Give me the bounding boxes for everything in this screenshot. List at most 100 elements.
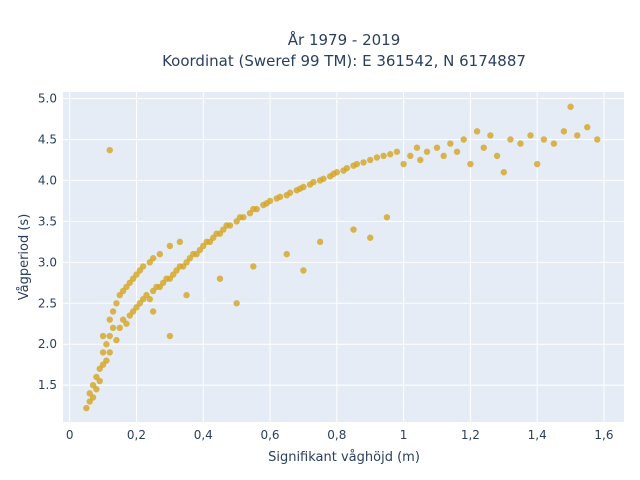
data-point	[360, 159, 367, 166]
data-point	[106, 316, 113, 323]
x-tick-label: 1,4	[528, 428, 547, 442]
data-point	[353, 160, 361, 168]
y-tick-label: 4.0	[38, 173, 57, 187]
x-tick-label: 0,8	[327, 428, 346, 442]
y-tick-label: 3.5	[38, 214, 57, 228]
data-point	[460, 136, 467, 143]
data-point	[423, 148, 431, 155]
data-point	[123, 320, 130, 327]
data-point	[106, 146, 113, 154]
data-point	[447, 140, 454, 147]
data-point	[93, 386, 100, 393]
data-point	[113, 300, 120, 307]
data-point	[373, 154, 381, 161]
data-point	[350, 226, 357, 233]
x-axis-title: Signifikant våghöjd (m)	[268, 450, 420, 465]
x-tick-label: 0,6	[260, 428, 279, 442]
data-point	[550, 140, 558, 147]
data-point	[103, 357, 110, 364]
data-point	[584, 124, 591, 131]
data-point	[333, 169, 341, 176]
data-point	[300, 183, 307, 191]
data-point	[417, 156, 424, 164]
data-point	[233, 300, 240, 307]
plot-area	[63, 92, 624, 422]
data-point	[109, 324, 117, 332]
chart-title-line-2: Koordinat (Sweref 99 TM): E 361542, N 61…	[162, 52, 526, 70]
chart-title-line-1: År 1979 - 2019	[288, 30, 401, 49]
data-point	[367, 156, 374, 164]
data-point	[183, 291, 190, 299]
data-point	[146, 295, 154, 303]
y-tick-label: 1.5	[38, 378, 57, 392]
data-point	[380, 152, 387, 160]
data-point	[300, 267, 307, 274]
data-point	[517, 140, 524, 147]
data-point	[156, 250, 164, 258]
x-tick-label: 0	[66, 428, 74, 442]
data-point	[176, 238, 184, 246]
data-point	[343, 164, 351, 172]
x-tick-labels: 0 0,2 0,4 0,6 0,8 1 1,2 1,4 1,6	[66, 428, 614, 442]
x-tick-label: 1,2	[461, 428, 480, 442]
data-point	[407, 152, 414, 160]
y-tick-label: 2.5	[38, 296, 57, 310]
data-point	[286, 189, 294, 196]
data-point	[320, 175, 327, 182]
data-point	[440, 152, 447, 160]
data-point	[433, 144, 441, 151]
data-point	[567, 103, 574, 110]
data-point	[310, 178, 317, 186]
data-point	[166, 242, 174, 250]
data-point	[383, 214, 391, 221]
data-point	[106, 349, 113, 356]
data-point	[487, 132, 494, 139]
data-point	[99, 349, 107, 356]
data-point	[283, 250, 290, 258]
data-point	[99, 332, 107, 340]
y-tick-labels: 1.5 2.0 2.5 3.0 3.5 4.0 4.5 5.0	[38, 92, 57, 393]
y-tick-label: 5.0	[38, 92, 57, 106]
data-point	[527, 132, 534, 139]
data-point	[387, 151, 394, 158]
data-point	[139, 263, 147, 270]
data-point	[226, 222, 234, 229]
data-point	[83, 404, 90, 412]
data-point	[149, 308, 157, 315]
data-point	[266, 197, 274, 205]
data-point	[103, 341, 110, 348]
data-point	[560, 128, 568, 135]
data-point	[216, 275, 224, 282]
y-tick-label: 2.0	[38, 337, 57, 351]
data-point	[250, 263, 257, 270]
data-point	[166, 332, 174, 340]
x-tick-label: 0,4	[194, 428, 213, 442]
data-point	[89, 394, 97, 401]
data-point	[493, 152, 501, 160]
data-point	[116, 324, 123, 332]
data-point	[113, 336, 120, 344]
y-axis-title: Vågperiod (s)	[17, 214, 32, 301]
data-point	[96, 377, 103, 385]
data-point	[276, 193, 284, 201]
data-point	[507, 136, 514, 143]
x-tick-label: 0,2	[127, 428, 146, 442]
data-point	[594, 136, 601, 143]
data-point	[106, 332, 113, 340]
x-gridlines	[69, 92, 605, 422]
data-point	[574, 132, 581, 139]
data-point	[316, 238, 324, 246]
data-point	[540, 136, 548, 143]
data-point	[393, 148, 401, 155]
x-tick-label: 1	[400, 428, 408, 442]
data-point	[367, 234, 374, 241]
x-tick-label: 1,6	[594, 428, 613, 442]
data-point	[533, 160, 541, 168]
y-tick-label: 4.5	[38, 132, 57, 146]
data-point	[473, 128, 481, 135]
data-point	[453, 148, 461, 155]
data-point	[480, 144, 487, 151]
data-point	[467, 160, 474, 168]
data-point	[400, 160, 407, 168]
